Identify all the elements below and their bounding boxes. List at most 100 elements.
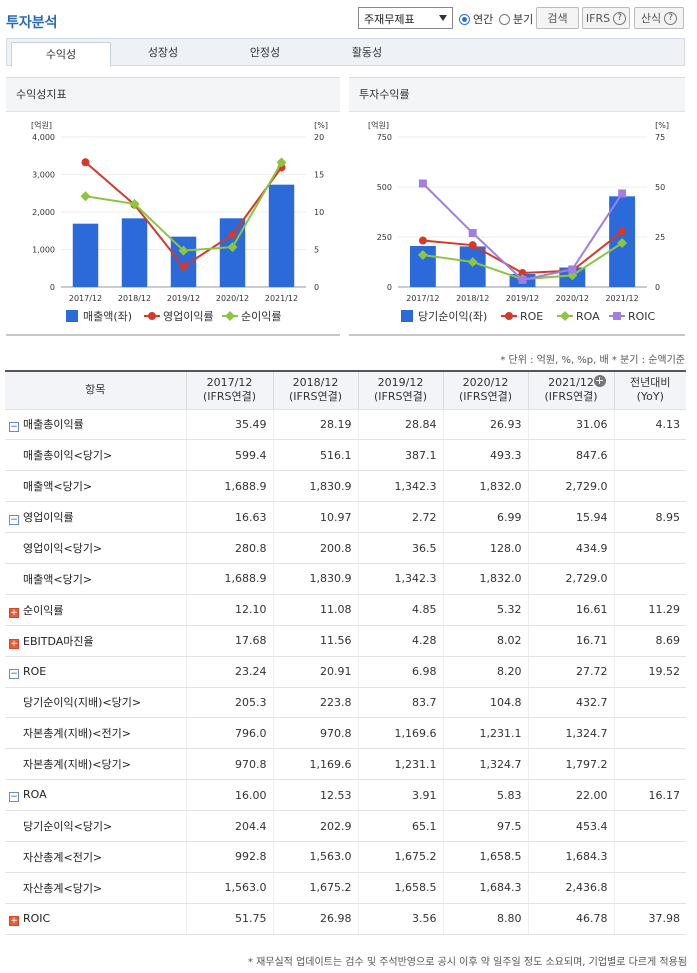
value-cell: 453.4 — [527, 810, 614, 842]
column-header-line2: (IFRS연결) — [288, 390, 343, 404]
row-label: 자산총계<전기> — [23, 850, 103, 864]
value-cell — [613, 470, 686, 503]
value-cell: 1,342.3 — [357, 563, 443, 595]
y-left-tick-label: 1,000 — [32, 246, 55, 255]
investment-return-chart: 0 250 500 750 0 25 50 75 [억원] [%] 2017/12 2018/12 20… — [368, 120, 669, 323]
legend-item[interactable]: 당기순이익(좌) — [401, 310, 487, 323]
collapse-icon[interactable]: − — [9, 792, 19, 803]
x-tick-label: 2017/12 — [406, 294, 439, 303]
question-icon: ? — [664, 11, 678, 25]
value-cell: 493.3 — [442, 439, 528, 472]
row-label: 자산총계<당기> — [23, 881, 103, 895]
row-label-cell: 매출액<당기> — [5, 470, 186, 503]
value-cell: 16.00 — [185, 779, 273, 812]
value-cell: 5.83 — [442, 779, 528, 812]
value-cell: 970.8 — [272, 717, 358, 750]
statement-select[interactable]: 주재무제표 — [358, 7, 453, 29]
row-label-cell: + EBITDA마진율 — [5, 625, 186, 657]
unit-note: * 단위 : 억원, %, %p, 배 * 분기 : 순액기준 — [500, 355, 685, 366]
row-label-cell: − 영업이익률 — [5, 501, 186, 534]
row-label: 매출액<당기> — [23, 480, 93, 494]
x-tick-label: 2021/12 — [265, 294, 298, 303]
row-label: 매출액<당기> — [23, 572, 93, 586]
bar — [219, 218, 246, 287]
value-cell: 19.52 — [613, 656, 686, 688]
radio-quarter[interactable]: 분기 — [499, 11, 533, 27]
table-row: 자본총계(지배)<당기> 970.8 1,169.6 1,231.1 1,324.7 1,… — [5, 748, 686, 781]
data-point — [80, 191, 91, 202]
legend-item[interactable]: ROIC — [609, 310, 656, 323]
value-cell: 11.29 — [613, 594, 686, 626]
value-cell: 8.95 — [613, 501, 686, 534]
expand-icon[interactable]: + — [9, 638, 19, 649]
row-label-cell: − ROE — [5, 656, 186, 688]
chart-title: 수익성지표 — [6, 78, 340, 112]
legend-item[interactable]: ROA — [557, 310, 600, 323]
tab-growth[interactable]: 성장성 — [147, 46, 179, 59]
page-title: 투자분석 — [6, 15, 58, 31]
value-cell: 23.24 — [185, 656, 273, 688]
value-cell: 16.71 — [527, 625, 614, 657]
expand-icon[interactable]: + — [9, 915, 19, 926]
value-cell: 28.84 — [357, 409, 443, 441]
legend-item[interactable]: ROE — [501, 310, 543, 323]
x-tick-label: 2020/12 — [556, 294, 589, 303]
value-cell: 432.7 — [527, 687, 614, 719]
tab-stability[interactable]: 안정성 — [249, 46, 281, 59]
y-right-unit: [%] — [314, 121, 328, 130]
table-row: − 영업이익률 16.63 10.97 2.72 6.99 15.94 8.95 — [5, 501, 686, 534]
radio-annual[interactable]: 연간 — [459, 11, 493, 27]
data-point — [276, 157, 287, 168]
search-button[interactable]: 검색 — [536, 7, 579, 29]
x-tick-label: 2021/12 — [605, 294, 638, 303]
value-cell: 36.5 — [357, 532, 443, 564]
x-tick-label: 2018/12 — [456, 294, 489, 303]
bar — [72, 223, 99, 287]
tab-profitability[interactable]: 수익성 — [11, 42, 111, 67]
legend-item[interactable]: 순이익률 — [222, 310, 281, 323]
value-cell: 17.68 — [185, 625, 273, 657]
y-right-tick-label: 15 — [314, 171, 324, 180]
row-label-cell: 자산총계<당기> — [5, 872, 186, 904]
x-tick-label: 2019/12 — [167, 294, 200, 303]
expand-icon[interactable]: + — [9, 607, 19, 618]
y-left-tick-label: 2,000 — [32, 208, 55, 217]
ifrs-help-button[interactable]: IFRS ? — [582, 7, 630, 29]
value-cell: 280.8 — [185, 532, 273, 564]
data-point — [617, 238, 628, 248]
radio-unchecked-icon — [499, 13, 510, 25]
collapse-icon[interactable]: − — [9, 422, 19, 433]
value-cell: 4.13 — [613, 409, 686, 441]
value-cell — [613, 872, 686, 904]
add-column-icon[interactable]: + — [593, 374, 606, 387]
value-cell: 1,684.3 — [442, 872, 528, 904]
data-point — [129, 198, 140, 209]
formula-help-button[interactable]: 산식 ? — [634, 7, 684, 29]
column-header: 2019/12 (IFRS연결) — [357, 370, 443, 410]
column-header: 2017/12 (IFRS연결) — [185, 370, 273, 410]
data-point — [618, 227, 627, 236]
legend-label: ROA — [576, 310, 600, 323]
collapse-icon[interactable]: − — [9, 668, 19, 679]
y-left-tick-label: 0 — [50, 283, 55, 292]
value-cell: 128.0 — [442, 532, 528, 564]
tab-activity[interactable]: 활동성 — [351, 46, 383, 59]
row-label-cell: 자본총계(지배)<전기> — [5, 717, 186, 750]
row-label-cell: 자본총계(지배)<당기> — [5, 748, 186, 781]
value-cell: 1,830.9 — [272, 470, 358, 503]
value-cell: 4.85 — [357, 594, 443, 626]
formula-button-label: 산식 — [640, 12, 662, 25]
y-right-tick-label: 10 — [314, 208, 324, 217]
row-label: 영업이익률 — [23, 511, 74, 525]
column-header-line2: (IFRS연결) — [202, 390, 257, 404]
legend-item[interactable]: 영업이익률 — [144, 310, 214, 323]
investment-return-chart-panel: 투자수익률 0 250 500 750 0 25 50 75 [억원] [%] 2017/12 201… — [349, 77, 685, 336]
y-left-tick-label: 4,000 — [32, 133, 55, 142]
statement-select-value: 주재무제표 — [364, 13, 415, 26]
column-header-line2: (IFRS연결) — [458, 390, 513, 404]
legend-item[interactable]: 매출액(좌) — [66, 310, 132, 323]
row-label: 자본총계(지배)<전기> — [23, 727, 131, 741]
collapse-icon[interactable]: − — [9, 515, 19, 526]
value-cell: 5.32 — [442, 594, 528, 626]
value-cell — [613, 563, 686, 595]
